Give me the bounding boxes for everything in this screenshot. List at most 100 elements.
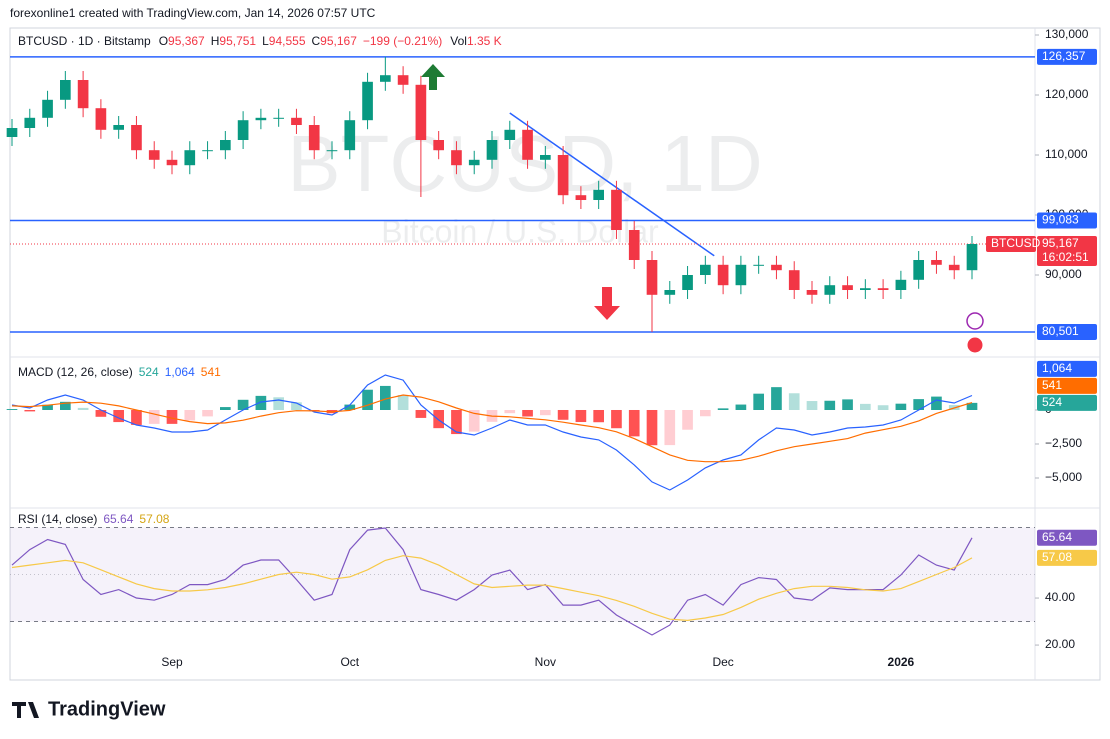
candle-body bbox=[237, 120, 249, 141]
candle-body bbox=[255, 117, 267, 121]
legend-symbol: BTCUSD · 1D · Bitstamp bbox=[18, 34, 151, 48]
candle-body bbox=[913, 260, 924, 280]
histogram-bar bbox=[735, 404, 747, 410]
level-label-bg bbox=[1037, 212, 1097, 229]
candle-body bbox=[860, 288, 871, 291]
candle-body bbox=[362, 81, 373, 121]
candle-body bbox=[24, 117, 36, 129]
countdown-label: 16:02:51 bbox=[1042, 250, 1089, 264]
value-label: 524 bbox=[1042, 395, 1062, 409]
candle-body bbox=[202, 150, 213, 152]
event-icon[interactable] bbox=[966, 336, 984, 354]
level-label: 99,083 bbox=[1042, 213, 1079, 227]
frame bbox=[9, 27, 1101, 681]
histogram-bar bbox=[628, 409, 640, 437]
candle-body bbox=[468, 159, 480, 166]
candle-body bbox=[131, 125, 142, 151]
indicator-title: MACD (12, 26, close) bbox=[18, 365, 133, 379]
legend-label: C bbox=[312, 34, 321, 48]
candle-body bbox=[877, 288, 889, 291]
candle-body bbox=[948, 264, 960, 271]
histogram-bar bbox=[842, 399, 853, 410]
value-label-bg bbox=[1037, 549, 1097, 566]
y-tick-label: 130,000 bbox=[1045, 27, 1089, 41]
logo-icon bbox=[12, 702, 39, 718]
histogram-bar bbox=[877, 405, 889, 410]
candle-body bbox=[451, 150, 462, 166]
value-label-bg bbox=[1037, 529, 1097, 546]
histogram-bar bbox=[42, 404, 53, 410]
footer-logo[interactable]: TradingView bbox=[48, 698, 166, 720]
histogram-bar bbox=[860, 403, 871, 410]
candle-body bbox=[966, 244, 978, 271]
symbol-label-bg bbox=[986, 236, 1036, 252]
y-tick-label: 40.00 bbox=[1045, 590, 1075, 604]
histogram-bar bbox=[540, 409, 551, 416]
y-tick-label: 110,000 bbox=[1045, 147, 1088, 161]
histogram-bar bbox=[397, 395, 409, 410]
candle-body bbox=[753, 264, 764, 266]
indicator-line bbox=[11, 527, 973, 636]
value-label: 541 bbox=[1042, 378, 1062, 392]
candle-body bbox=[824, 285, 836, 295]
histogram-bar bbox=[966, 402, 978, 410]
y-tick-label: 90,000 bbox=[1045, 267, 1082, 281]
histogram-bar bbox=[380, 385, 391, 410]
candle-body bbox=[95, 108, 107, 130]
event-icon[interactable] bbox=[966, 312, 984, 330]
legend-value: 1.35 K bbox=[467, 34, 502, 48]
histogram-bar bbox=[788, 393, 800, 410]
histogram-bar bbox=[575, 409, 587, 423]
histogram-bar bbox=[522, 409, 533, 417]
indicator-line bbox=[11, 394, 973, 463]
candle-body bbox=[788, 270, 800, 291]
legend-value: 65.64 bbox=[103, 512, 133, 526]
candle-body bbox=[593, 189, 604, 201]
x-tick-label: 2026 bbox=[888, 655, 915, 669]
candle-body bbox=[60, 80, 71, 100]
rsi-legend: RSI (14, close) 65.64 57.08 bbox=[18, 512, 170, 526]
candle-body bbox=[540, 155, 551, 160]
x-tick-label: Sep bbox=[161, 655, 183, 669]
candle-body bbox=[557, 155, 569, 196]
level-label: 126,357 bbox=[1042, 49, 1086, 63]
candle-body bbox=[806, 290, 818, 295]
candle-body bbox=[291, 117, 302, 126]
histogram-bar bbox=[451, 409, 462, 435]
histogram-bar bbox=[291, 402, 302, 410]
legend-value: 95,367 bbox=[168, 34, 205, 48]
legend-value: 95,167 bbox=[320, 34, 357, 48]
candle-body bbox=[415, 84, 427, 141]
value-label: 57.08 bbox=[1042, 550, 1072, 564]
histogram-bar bbox=[77, 407, 89, 410]
candle-body bbox=[682, 275, 693, 291]
candle-body bbox=[113, 125, 124, 130]
candle-body bbox=[166, 159, 178, 166]
histogram-bar bbox=[504, 409, 516, 414]
value-label-bg bbox=[1037, 394, 1097, 411]
candle-body bbox=[646, 260, 658, 295]
header: forexonline1 created with TradingView.co… bbox=[10, 6, 376, 20]
last-price-bg bbox=[1037, 236, 1097, 266]
candle-body bbox=[220, 140, 231, 151]
candle-body bbox=[77, 80, 89, 109]
candle-body bbox=[522, 129, 533, 160]
legend-label: O bbox=[159, 34, 168, 48]
histogram-bar bbox=[113, 409, 124, 423]
legend-label: Vol bbox=[450, 34, 467, 48]
histogram-bar bbox=[255, 395, 267, 410]
candle-body bbox=[771, 264, 782, 271]
histogram-bar bbox=[895, 403, 907, 410]
indicator-line bbox=[11, 374, 973, 491]
candle-body bbox=[504, 129, 516, 141]
level-label-bg bbox=[1037, 323, 1097, 340]
candle-body bbox=[735, 264, 747, 286]
histogram-bar bbox=[60, 401, 71, 410]
rsi-band bbox=[10, 527, 1035, 622]
histogram-bar bbox=[824, 400, 836, 410]
macd-legend: MACD (12, 26, close) 524 1,064 541 bbox=[18, 365, 221, 379]
x-tick-label: Oct bbox=[340, 655, 359, 669]
candle-body bbox=[664, 290, 676, 295]
